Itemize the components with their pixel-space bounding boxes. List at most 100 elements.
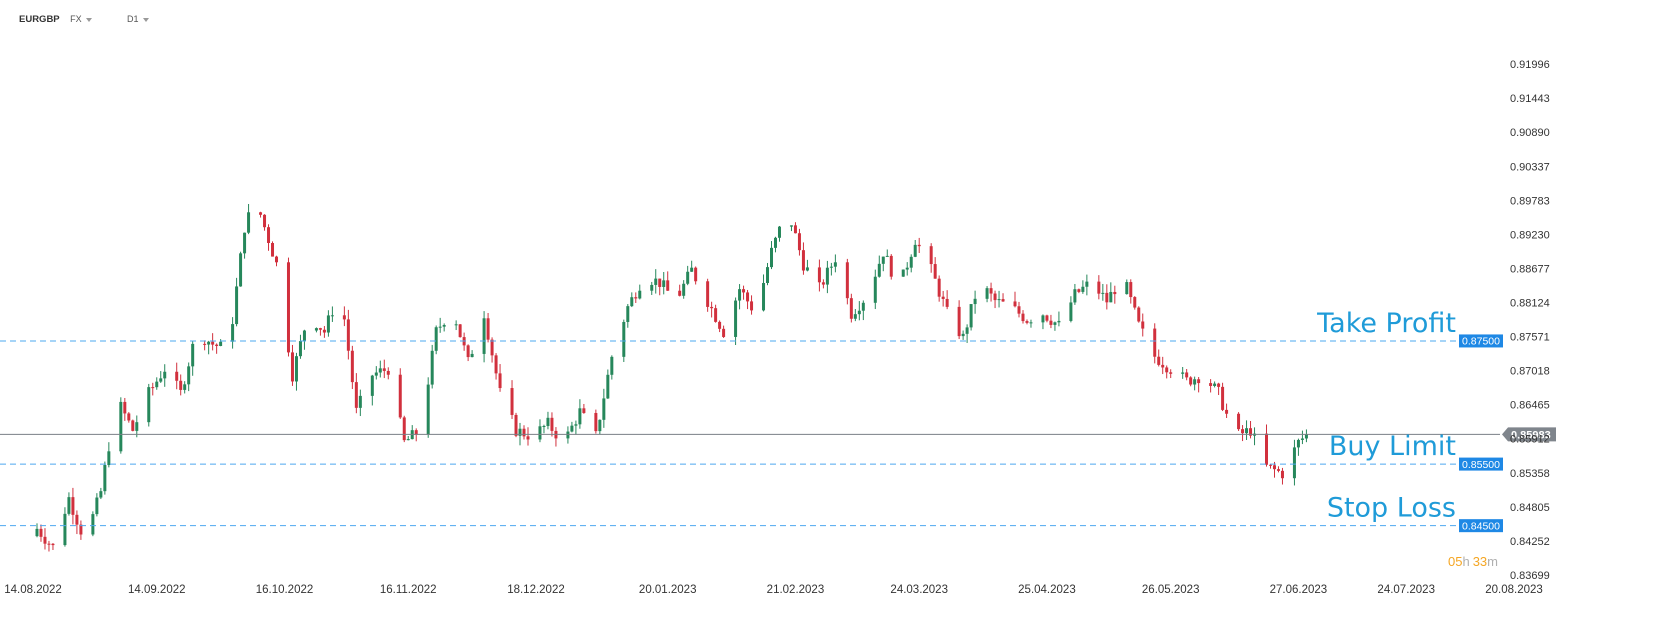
candle-body — [370, 375, 374, 396]
candle-body — [1181, 372, 1185, 374]
candle-body — [215, 344, 219, 346]
candle-body — [582, 408, 586, 413]
candle-body — [382, 368, 386, 371]
stop-loss-price-tag[interactable] — [1459, 519, 1503, 533]
candle-body — [1157, 356, 1161, 365]
candle-body — [1221, 386, 1225, 410]
candle-body — [286, 262, 290, 353]
candle-body — [833, 262, 837, 267]
candle-timer: 05h 33m — [1448, 554, 1498, 569]
price-tick-label: 0.86465 — [1510, 400, 1550, 412]
candle-body — [147, 387, 151, 423]
candle-body — [682, 283, 686, 296]
interval-label[interactable]: D1 — [127, 14, 139, 24]
candle-body — [271, 243, 275, 257]
candle-body — [1013, 301, 1017, 307]
market-label[interactable]: FX — [70, 14, 82, 24]
candle-body — [773, 237, 777, 248]
candle-body — [314, 328, 318, 331]
candle-body — [1189, 377, 1193, 385]
date-tick-label: 14.09.2022 — [128, 584, 186, 596]
candle-body — [71, 497, 75, 515]
candle-body — [1113, 291, 1117, 295]
candle-body — [63, 513, 67, 546]
candle-body — [1197, 379, 1201, 384]
candle-body — [598, 419, 602, 432]
candle-body — [1249, 428, 1253, 436]
candle-body — [929, 246, 933, 265]
candle-body — [191, 343, 195, 367]
candle-body — [119, 401, 123, 452]
date-tick-label: 14.08.2022 — [4, 584, 62, 596]
buy-limit-price-tag[interactable] — [1459, 457, 1503, 471]
candle-body — [1193, 379, 1197, 385]
candle-body — [346, 319, 350, 351]
candle-body — [969, 304, 973, 328]
levels-layer: 0.85983 Take Profit 0.87500 Buy Limit 0.8550… — [0, 308, 1556, 533]
take-profit-annotation: Take Profit — [1316, 308, 1456, 339]
candle-body — [1041, 315, 1045, 323]
candle-body — [722, 328, 726, 337]
candles-layer — [35, 203, 1308, 552]
candle-body — [825, 267, 829, 285]
price-axis[interactable]: 0.91996 0.91443 0.90890 0.90337 0.89783 0.892… — [1510, 59, 1550, 582]
candle-body — [662, 280, 666, 287]
candle-body — [909, 256, 913, 268]
take-profit-price-tag[interactable] — [1459, 334, 1503, 348]
candle-body — [1296, 439, 1300, 448]
stop-loss-annotation: Stop Loss — [1327, 493, 1456, 524]
candle-body — [1077, 289, 1081, 292]
time-axis[interactable]: 14.08.2022 14.09.2022 16.10.2022 16.11.2022… — [4, 584, 1543, 596]
date-tick-label: 16.10.2022 — [256, 584, 314, 596]
candle-body — [526, 436, 530, 440]
candle-body — [1021, 313, 1025, 322]
candle-body — [426, 384, 430, 435]
candle-body — [973, 298, 977, 305]
candle-body — [490, 339, 494, 356]
candle-body — [937, 278, 941, 297]
candle-body — [35, 528, 39, 537]
candle-body — [1025, 321, 1029, 323]
date-tick-label: 20.08.2023 — [1485, 584, 1543, 596]
candle-body — [770, 247, 774, 268]
candle-body — [39, 528, 43, 537]
candle-body — [1292, 447, 1296, 479]
date-tick-label: 27.06.2023 — [1270, 584, 1328, 596]
candle-body — [789, 225, 793, 227]
candle-body — [510, 388, 514, 415]
candle-body — [47, 543, 51, 545]
date-tick-label: 21.02.2023 — [767, 584, 825, 596]
date-tick-label: 26.05.2023 — [1142, 584, 1200, 596]
candle-body — [91, 514, 95, 535]
candle-body — [766, 267, 770, 283]
price-tick-label: 0.85358 — [1510, 468, 1550, 480]
candle-body — [1185, 372, 1189, 378]
interval-selector[interactable]: D1 — [127, 14, 149, 24]
market-dropdown-icon[interactable] — [85, 17, 92, 22]
price-tick-label: 0.87018 — [1510, 366, 1550, 378]
candle-body — [386, 370, 390, 375]
price-tick-label: 0.90890 — [1510, 127, 1550, 139]
price-tick-label: 0.89783 — [1510, 195, 1550, 207]
candle-body — [1241, 429, 1245, 434]
candle-body — [742, 289, 746, 293]
candle-body — [690, 267, 694, 272]
candle-body — [135, 422, 139, 431]
candle-body — [211, 341, 215, 345]
candle-body — [466, 345, 470, 358]
timer-minutes-unit: m — [1487, 554, 1498, 569]
candle-body — [1265, 433, 1269, 465]
candle-body — [1237, 413, 1241, 430]
symbol-label[interactable]: EURGBP — [19, 14, 60, 25]
candle-body — [873, 276, 877, 303]
interval-dropdown-icon[interactable] — [142, 17, 149, 22]
candle-body — [1304, 434, 1308, 439]
candle-body — [219, 341, 223, 346]
candle-body — [1141, 321, 1145, 329]
candle-body — [1268, 464, 1272, 466]
candle-body — [183, 384, 187, 390]
candle-body — [538, 426, 542, 440]
candle-body — [718, 321, 722, 329]
price-tick-label: 0.88124 — [1510, 298, 1550, 310]
